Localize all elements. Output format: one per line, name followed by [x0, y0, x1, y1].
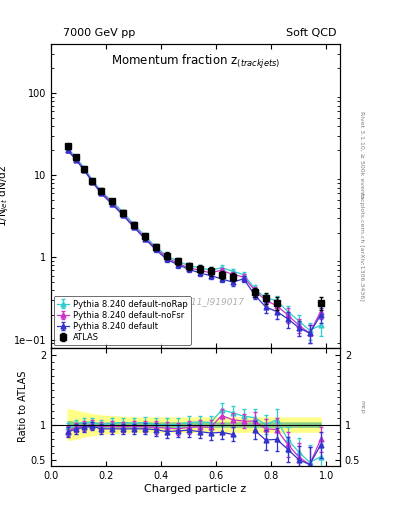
- Text: Soft QCD: Soft QCD: [286, 28, 336, 38]
- Text: ATLAS_2011_I919017: ATLAS_2011_I919017: [147, 297, 244, 307]
- Text: 7000 GeV pp: 7000 GeV pp: [63, 28, 135, 38]
- Text: Momentum fraction z$_{(track jets)}$: Momentum fraction z$_{(track jets)}$: [111, 53, 280, 71]
- X-axis label: Charged particle z: Charged particle z: [144, 483, 247, 494]
- Text: mcp: mcp: [359, 400, 364, 414]
- Text: Rivet 3.1.10, ≥ 500k events: Rivet 3.1.10, ≥ 500k events: [359, 111, 364, 199]
- Legend: Pythia 8.240 default-noRap, Pythia 8.240 default-noFsr, Pythia 8.240 default, AT: Pythia 8.240 default-noRap, Pythia 8.240…: [53, 296, 191, 345]
- Text: mcplots.cern.ch [arXiv:1306.3436]: mcplots.cern.ch [arXiv:1306.3436]: [359, 193, 364, 301]
- Y-axis label: Ratio to ATLAS: Ratio to ATLAS: [18, 371, 28, 442]
- Y-axis label: 1/N$_{jet}$ dN/dz: 1/N$_{jet}$ dN/dz: [0, 164, 11, 227]
